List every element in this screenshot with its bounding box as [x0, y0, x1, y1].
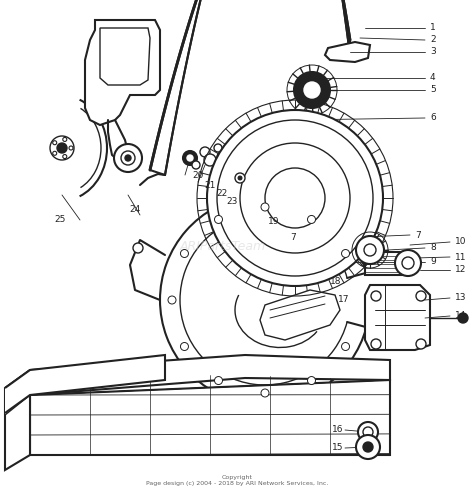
Circle shape — [240, 143, 350, 253]
Text: 21: 21 — [204, 180, 216, 189]
Circle shape — [342, 249, 349, 257]
Text: 18: 18 — [330, 278, 341, 286]
Circle shape — [363, 442, 373, 452]
Circle shape — [114, 144, 142, 172]
Circle shape — [121, 151, 135, 165]
Circle shape — [265, 168, 325, 228]
Circle shape — [187, 155, 193, 161]
Text: 7: 7 — [290, 234, 296, 243]
Text: 22: 22 — [216, 188, 228, 198]
Circle shape — [416, 291, 426, 301]
Circle shape — [304, 82, 320, 98]
Text: 2: 2 — [430, 35, 436, 44]
Circle shape — [53, 141, 57, 145]
Text: 5: 5 — [430, 85, 436, 95]
Polygon shape — [325, 42, 370, 62]
Circle shape — [416, 339, 426, 349]
Circle shape — [63, 138, 67, 141]
Text: 1: 1 — [430, 24, 436, 33]
Circle shape — [69, 146, 73, 150]
Circle shape — [192, 161, 200, 169]
Circle shape — [261, 203, 269, 211]
Text: 23: 23 — [226, 198, 237, 207]
Circle shape — [342, 343, 349, 351]
Text: 17: 17 — [338, 295, 349, 305]
Circle shape — [181, 249, 189, 257]
Text: 14: 14 — [455, 312, 466, 320]
Polygon shape — [30, 355, 390, 395]
Circle shape — [217, 120, 373, 276]
Text: 3: 3 — [430, 47, 436, 57]
Text: 16: 16 — [332, 425, 344, 434]
Polygon shape — [30, 380, 390, 455]
Polygon shape — [260, 290, 340, 340]
Circle shape — [63, 155, 67, 159]
Text: 20: 20 — [192, 171, 204, 179]
Circle shape — [215, 215, 222, 223]
Text: 11: 11 — [455, 252, 466, 261]
Circle shape — [168, 296, 176, 304]
Circle shape — [356, 236, 384, 264]
Polygon shape — [5, 355, 165, 413]
Polygon shape — [365, 252, 405, 275]
Text: 13: 13 — [455, 293, 466, 303]
Circle shape — [363, 427, 373, 437]
Circle shape — [371, 339, 381, 349]
Circle shape — [364, 244, 376, 256]
Text: ARIPartsTeam: ARIPartsTeam — [180, 240, 266, 253]
Circle shape — [235, 173, 245, 183]
Circle shape — [395, 250, 421, 276]
Polygon shape — [150, 0, 350, 175]
Text: 4: 4 — [430, 73, 436, 82]
Text: 12: 12 — [455, 266, 466, 275]
Circle shape — [204, 154, 216, 166]
Text: Copyright
Page design (c) 2004 - 2018 by ARI Network Services, Inc.: Copyright Page design (c) 2004 - 2018 by… — [146, 475, 328, 486]
Text: 15: 15 — [332, 444, 344, 453]
Text: 6: 6 — [430, 113, 436, 122]
Text: 7: 7 — [415, 231, 421, 240]
Circle shape — [133, 243, 143, 253]
Circle shape — [53, 151, 57, 155]
Circle shape — [358, 422, 378, 442]
Circle shape — [402, 257, 414, 269]
Circle shape — [207, 110, 383, 286]
Circle shape — [217, 152, 227, 162]
Circle shape — [238, 176, 242, 180]
Circle shape — [50, 136, 74, 160]
Polygon shape — [5, 370, 30, 470]
Circle shape — [458, 313, 468, 323]
Circle shape — [308, 377, 316, 385]
Circle shape — [214, 144, 222, 152]
Text: 9: 9 — [430, 257, 436, 267]
Text: 24: 24 — [129, 206, 141, 214]
Circle shape — [308, 215, 316, 223]
Polygon shape — [365, 285, 430, 350]
Circle shape — [57, 143, 67, 153]
Text: 10: 10 — [455, 238, 466, 246]
Circle shape — [261, 389, 269, 397]
Text: 8: 8 — [430, 244, 436, 252]
Circle shape — [200, 147, 210, 157]
Polygon shape — [100, 28, 150, 85]
Circle shape — [294, 72, 330, 108]
Circle shape — [356, 435, 380, 459]
Circle shape — [371, 291, 381, 301]
Polygon shape — [85, 20, 160, 125]
Text: 25: 25 — [55, 215, 66, 224]
Circle shape — [125, 155, 131, 161]
Circle shape — [215, 377, 222, 385]
Circle shape — [183, 151, 197, 165]
Text: 19: 19 — [268, 217, 280, 226]
Polygon shape — [5, 370, 30, 415]
Circle shape — [181, 343, 189, 351]
